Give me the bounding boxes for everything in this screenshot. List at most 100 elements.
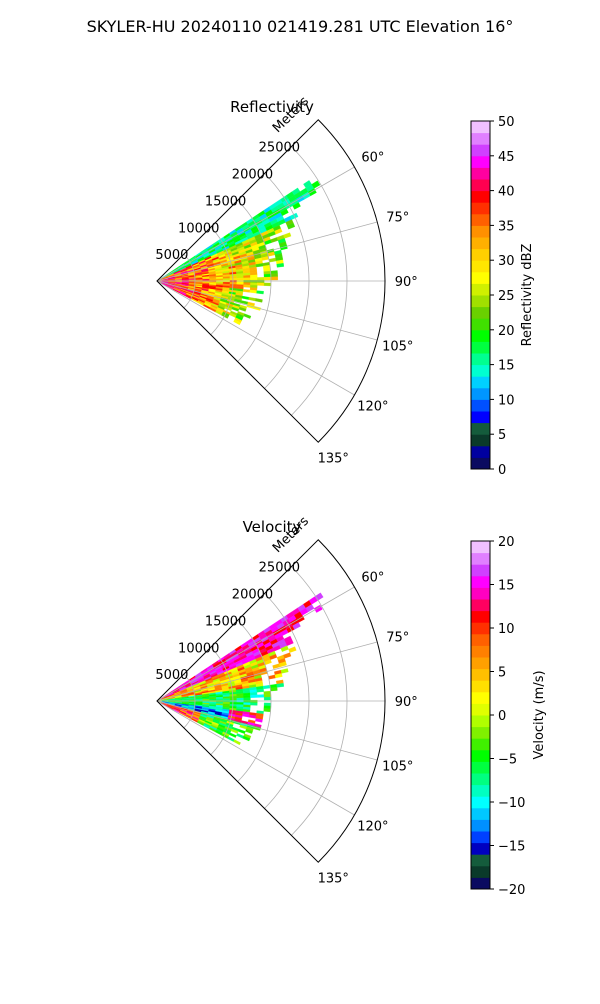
azimuth-tick-label: 90° — [395, 695, 418, 710]
radar-cell — [229, 733, 236, 738]
radar-cell — [223, 698, 230, 700]
radar-cell — [268, 675, 275, 679]
colorbar-segment — [471, 411, 490, 423]
colorbar-segment — [471, 341, 490, 353]
radar-cell — [249, 297, 256, 301]
radar-cell — [209, 279, 216, 281]
colorbar-segment — [471, 680, 490, 692]
colorbar-segment — [471, 353, 490, 365]
colorbar-segment — [471, 773, 490, 785]
radar-cell — [237, 696, 244, 699]
radar-cell — [243, 275, 250, 278]
radial-tick-label: 15000 — [205, 194, 246, 209]
colorbar-tick-label: −5 — [498, 753, 517, 768]
colorbar-segment — [471, 854, 490, 866]
radar-cell — [250, 283, 257, 286]
colorbar-segment — [471, 365, 490, 377]
radial-tick-label: 10000 — [178, 221, 219, 236]
radar-cell — [243, 285, 250, 288]
colorbar-segment — [471, 167, 490, 179]
radial-tick-label: 25000 — [259, 141, 300, 156]
colorbar-segment — [471, 553, 490, 565]
colorbar-tick-label: −20 — [498, 883, 525, 898]
colorbar-segment — [471, 738, 490, 750]
azimuth-gridline — [157, 281, 377, 340]
colorbar-segment — [471, 692, 490, 704]
colorbar-segment — [471, 843, 490, 855]
radar-cell — [203, 699, 210, 700]
colorbar-tick-label: 40 — [498, 185, 515, 200]
velocity-panel: Velocity 500010000150002000025000Meters6… — [155, 514, 547, 898]
colorbar-tick-label: 15 — [498, 359, 515, 374]
radar-cell — [243, 695, 250, 698]
colorbar-segment — [471, 819, 490, 831]
colorbar-segment — [471, 611, 490, 623]
radial-tick-label: 5000 — [155, 248, 188, 263]
colorbar-segment — [471, 388, 490, 400]
radar-cell — [237, 278, 244, 280]
radar-cell — [244, 698, 251, 701]
colorbar-tick-label: −15 — [498, 840, 525, 855]
radial-tick-label: 20000 — [232, 168, 273, 183]
colorbar-tick-label: 10 — [498, 622, 515, 637]
radar-cell — [283, 653, 291, 659]
radar-cell — [250, 280, 257, 283]
colorbar-tick-label: 15 — [498, 579, 515, 594]
colorbar-segment — [471, 645, 490, 657]
colorbar-segment — [471, 283, 490, 295]
radar-cell — [209, 699, 216, 701]
colorbar-tick-label: 20 — [498, 324, 515, 339]
radar-cell — [238, 729, 245, 734]
azimuth-tick-label: 105° — [382, 340, 413, 355]
radar-cell — [264, 271, 271, 274]
radar-cell — [264, 697, 271, 700]
colorbar-segment — [471, 831, 490, 843]
colorbar-segment — [471, 599, 490, 611]
colorbar-segment — [471, 622, 490, 634]
velocity-polar-plot: 500010000150002000025000Meters60°75°90°1… — [155, 514, 417, 886]
radar-cell — [271, 277, 278, 280]
radar-cell — [236, 733, 243, 738]
colorbar-segment — [471, 808, 490, 820]
radar-cell — [289, 647, 297, 653]
radar-cell — [257, 283, 264, 286]
radar-cell — [244, 700, 251, 702]
azimuth-tick-label: 75° — [386, 630, 409, 645]
figure-suptitle: SKYLER-HU 20240110 021419.281 UTC Elevat… — [87, 17, 514, 36]
radar-cell — [250, 695, 257, 698]
azimuth-tick-label: 90° — [395, 275, 418, 290]
colorbar-segment — [471, 727, 490, 739]
radar-cell — [242, 296, 249, 300]
colorbar-segment — [471, 457, 490, 469]
radar-cell — [263, 685, 270, 689]
colorbar-segment — [471, 214, 490, 226]
radar-cell — [264, 708, 271, 711]
colorbar-segment — [471, 669, 490, 681]
reflectivity-panel: Reflectivity 500010000150002000025000Met… — [155, 94, 535, 478]
radial-tick-label: 25000 — [259, 561, 300, 576]
colorbar-segment — [471, 446, 490, 458]
colorbar-segment — [471, 191, 490, 203]
radar-cell — [216, 699, 223, 701]
colorbar-segment — [471, 295, 490, 307]
radar-cell — [223, 278, 230, 280]
radar-cell — [216, 279, 223, 281]
radar-cell — [227, 737, 234, 742]
colorbar-tick-label: 5 — [498, 428, 506, 443]
colorbar-segment — [471, 330, 490, 342]
colorbar-tick-label: 5 — [498, 666, 506, 681]
radar-cell — [257, 277, 264, 280]
colorbar-segment — [471, 750, 490, 762]
radial-tick-label: 5000 — [155, 668, 188, 683]
radar-cell — [244, 314, 251, 319]
azimuth-tick-label: 60° — [361, 150, 384, 165]
colorbar-segment — [471, 761, 490, 773]
azimuth-tick-label: 60° — [361, 570, 384, 585]
radar-cell — [250, 277, 257, 280]
radar-cell — [250, 290, 257, 293]
azimuth-tick-label: 120° — [357, 400, 388, 415]
radar-cell — [243, 289, 250, 292]
colorbar-segment — [471, 715, 490, 727]
